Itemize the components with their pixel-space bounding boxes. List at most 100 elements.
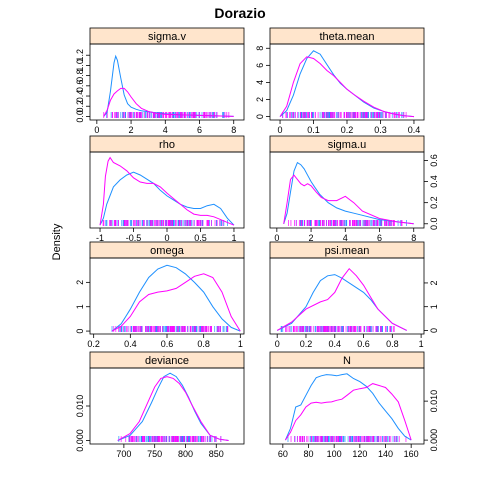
panel-rho: rho -1 -0.5 0 0.5 1 bbox=[89, 135, 245, 243]
x-tick-label: 6 bbox=[377, 233, 382, 243]
density-line-blue bbox=[111, 264, 241, 332]
x-tick-label: 6 bbox=[197, 125, 202, 135]
panel-theta-mean: theta.mean 0 0.1 0.2 0.3 0.4 0 2 4 6 8 bbox=[255, 27, 425, 135]
x-tick-label: 0.2 bbox=[341, 125, 354, 135]
rug-marks bbox=[111, 326, 229, 332]
x-tick-label: 0.6 bbox=[161, 339, 174, 349]
x-tick-label: 0 bbox=[164, 233, 169, 243]
x-tick-label: 1 bbox=[419, 339, 424, 349]
y-tick-label: 0 bbox=[429, 328, 439, 333]
y-tick-label: 0.0 bbox=[429, 218, 439, 231]
panel-sigma-v: sigma.v 0 2 4 6 8 0.00.20.40.60.81.01.2 bbox=[75, 27, 245, 135]
y-tick-label: 1 bbox=[75, 304, 85, 309]
x-tick-label: 160 bbox=[404, 449, 419, 459]
x-tick-label: 750 bbox=[147, 449, 162, 459]
rug-marks bbox=[287, 436, 407, 442]
density-line-blue bbox=[279, 50, 415, 118]
rug-marks bbox=[288, 220, 407, 226]
x-tick-label: 2 bbox=[129, 125, 134, 135]
density-line-magenta bbox=[111, 273, 241, 332]
density-line-blue bbox=[117, 372, 229, 441]
x-tick-label: 0 bbox=[278, 125, 283, 135]
x-tick-label: 0.3 bbox=[374, 125, 387, 135]
y-tick-label: 1.0 bbox=[75, 59, 85, 72]
x-tick-label: 1 bbox=[238, 339, 243, 349]
y-tick-label: 0.2 bbox=[429, 196, 439, 209]
y-tick-label: 0.6 bbox=[429, 154, 439, 167]
panel-frame bbox=[269, 257, 425, 335]
x-tick-label: 0.5 bbox=[194, 233, 207, 243]
y-tick-label: 0.8 bbox=[75, 69, 85, 82]
x-tick-label: 8 bbox=[231, 125, 236, 135]
x-tick-label: -0.5 bbox=[126, 233, 142, 243]
panel-title: theta.mean bbox=[319, 31, 374, 43]
panel-frame bbox=[89, 151, 245, 229]
y-tick-label: 0.000 bbox=[75, 429, 85, 452]
y-tick-label: 2 bbox=[75, 280, 85, 285]
x-tick-label: 120 bbox=[352, 449, 367, 459]
density-line-magenta bbox=[276, 267, 407, 331]
panel-title: sigma.u bbox=[328, 139, 367, 151]
x-tick-label: 2 bbox=[309, 233, 314, 243]
y-tick-label: 0.0 bbox=[75, 110, 85, 123]
x-tick-label: 100 bbox=[327, 449, 342, 459]
x-tick-label: 0 bbox=[94, 125, 99, 135]
density-line-magenta bbox=[99, 156, 235, 226]
rug-marks bbox=[118, 436, 222, 442]
x-tick-label: -1 bbox=[96, 233, 104, 243]
y-tick-label: 1 bbox=[429, 304, 439, 309]
y-tick-label: 0.2 bbox=[75, 100, 85, 113]
rug-marks bbox=[103, 112, 230, 118]
y-tick-label: 1.2 bbox=[75, 49, 85, 62]
x-tick-label: 850 bbox=[209, 449, 224, 459]
density-line-blue bbox=[276, 274, 407, 331]
y-tick-label: 0.4 bbox=[429, 175, 439, 188]
x-tick-label: 0.4 bbox=[408, 125, 421, 135]
x-tick-label: 4 bbox=[163, 125, 168, 135]
x-tick-label: 800 bbox=[178, 449, 193, 459]
x-tick-label: 80 bbox=[303, 449, 313, 459]
y-tick-label: 0.010 bbox=[429, 390, 439, 413]
x-tick-label: 1 bbox=[231, 233, 236, 243]
x-tick-label: 0.4 bbox=[329, 339, 342, 349]
panel-frame bbox=[89, 257, 245, 335]
panel-sigma-u: sigma.u 0 2 4 6 8 0.0 0.2 0.4 0.6 bbox=[269, 135, 439, 243]
density-line-magenta bbox=[279, 56, 415, 118]
density-line-magenta bbox=[284, 383, 412, 441]
y-tick-label: 2 bbox=[429, 280, 439, 285]
y-tick-label: 0.010 bbox=[75, 395, 85, 418]
x-tick-label: 0.1 bbox=[307, 125, 320, 135]
x-tick-label: 4 bbox=[343, 233, 348, 243]
rug-marks bbox=[282, 112, 407, 118]
panel-omega: omega 0.2 0.4 0.6 0.8 1 0 1 2 bbox=[75, 241, 245, 349]
panel-title: omega bbox=[150, 245, 185, 257]
panel-title: psi.mean bbox=[325, 245, 370, 257]
density-line-blue bbox=[99, 171, 235, 226]
x-tick-label: 0.4 bbox=[124, 339, 137, 349]
density-line-blue bbox=[103, 54, 234, 117]
x-tick-label: 60 bbox=[278, 449, 288, 459]
density-line-magenta bbox=[117, 376, 229, 441]
x-tick-label: 8 bbox=[411, 233, 416, 243]
y-tick-label: 4 bbox=[255, 80, 265, 85]
density-line-magenta bbox=[103, 87, 234, 117]
panel-frame bbox=[269, 151, 425, 229]
panel-title: deviance bbox=[145, 355, 189, 367]
y-tick-label: 6 bbox=[255, 63, 265, 68]
panel-deviance: deviance 700 750 800 850 0.000 0.010 bbox=[75, 351, 245, 459]
x-tick-label: 0.8 bbox=[386, 339, 399, 349]
panel-frame bbox=[89, 43, 245, 121]
x-tick-label: 0.2 bbox=[300, 339, 313, 349]
y-tick-label: 8 bbox=[255, 46, 265, 51]
y-tick-label: 0.4 bbox=[75, 90, 85, 103]
y-tick-label: 0 bbox=[75, 329, 85, 334]
figure-title: Dorazio bbox=[214, 5, 265, 21]
panel-grid: sigma.v0 2 4 6 80.00.20.40.60.81.01.2theta.m… bbox=[75, 27, 439, 459]
panel-frame bbox=[89, 367, 245, 445]
x-tick-label: 140 bbox=[378, 449, 393, 459]
rug-marks bbox=[280, 326, 395, 332]
x-tick-label: 700 bbox=[116, 449, 131, 459]
x-tick-label: 0.2 bbox=[87, 339, 100, 349]
x-tick-label: 0.6 bbox=[357, 339, 370, 349]
